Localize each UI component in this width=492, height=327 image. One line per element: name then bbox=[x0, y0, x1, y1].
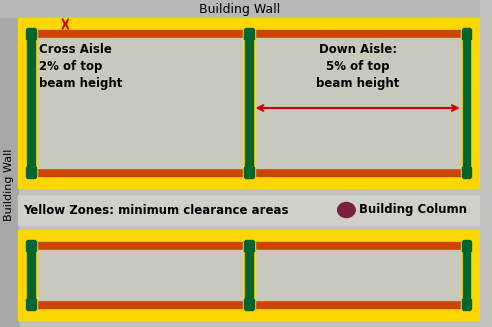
Text: Cross Aisle
2% of top
beam height: Cross Aisle 2% of top beam height bbox=[39, 43, 123, 90]
Ellipse shape bbox=[338, 202, 355, 217]
Bar bbox=[27, 167, 36, 177]
Text: Building Column: Building Column bbox=[359, 203, 467, 216]
Bar bbox=[0, 0, 480, 18]
Bar bbox=[26, 28, 37, 178]
Bar bbox=[27, 241, 36, 251]
Text: Building Wall: Building Wall bbox=[199, 3, 280, 15]
Bar bbox=[461, 28, 472, 178]
Bar bbox=[35, 300, 462, 308]
Bar bbox=[18, 230, 480, 320]
Bar bbox=[28, 240, 35, 310]
Bar bbox=[243, 240, 255, 310]
Bar bbox=[18, 18, 480, 188]
Bar bbox=[461, 241, 471, 251]
Bar bbox=[35, 38, 462, 168]
Bar bbox=[35, 168, 462, 176]
Bar bbox=[27, 299, 36, 309]
Bar bbox=[18, 195, 480, 225]
Bar bbox=[253, 38, 462, 168]
Bar bbox=[245, 240, 253, 310]
Bar bbox=[253, 250, 462, 300]
Bar bbox=[35, 38, 245, 168]
Bar bbox=[461, 299, 471, 309]
Bar bbox=[461, 240, 472, 310]
Bar bbox=[27, 29, 36, 39]
Bar bbox=[244, 29, 254, 39]
Bar bbox=[35, 30, 462, 38]
Bar bbox=[461, 167, 471, 177]
Text: Down Aisle:
5% of top
beam height: Down Aisle: 5% of top beam height bbox=[316, 43, 400, 90]
Bar bbox=[462, 28, 470, 178]
Bar bbox=[35, 250, 462, 300]
Bar bbox=[244, 299, 254, 309]
Bar bbox=[244, 241, 254, 251]
Bar bbox=[0, 18, 18, 327]
Bar bbox=[462, 240, 470, 310]
Bar bbox=[26, 240, 37, 310]
Bar bbox=[35, 242, 462, 250]
Bar bbox=[243, 28, 255, 178]
Bar bbox=[244, 167, 254, 177]
Bar bbox=[245, 28, 253, 178]
Text: Building Wall: Building Wall bbox=[4, 149, 14, 221]
Bar bbox=[461, 29, 471, 39]
Bar bbox=[28, 28, 35, 178]
Text: Yellow Zones: minimum clearance areas: Yellow Zones: minimum clearance areas bbox=[24, 203, 289, 216]
Bar bbox=[35, 250, 245, 300]
